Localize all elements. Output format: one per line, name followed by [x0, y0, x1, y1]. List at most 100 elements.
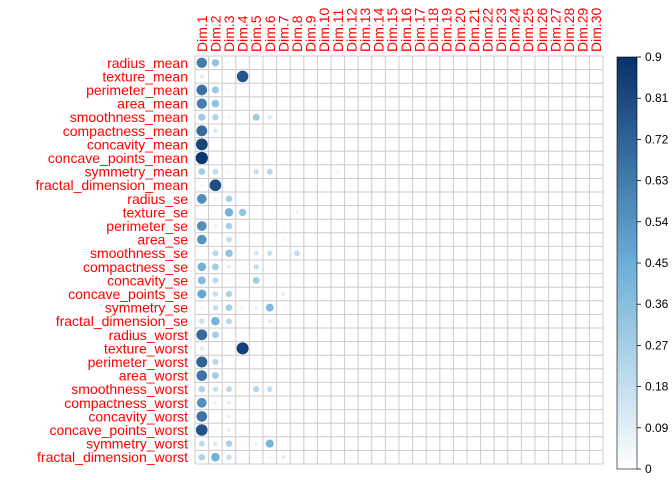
column-label: Dim.22: [479, 7, 495, 52]
correlation-circle: [241, 374, 244, 377]
correlation-circle: [201, 211, 203, 214]
colorbar-tick-label: 0.81: [645, 91, 669, 105]
correlation-circle: [282, 252, 285, 255]
correlation-circle: [212, 168, 219, 175]
correlation-circle: [198, 113, 206, 121]
correlation-circle: [268, 265, 271, 268]
correlation-circle: [269, 225, 271, 227]
correlation-circle: [269, 62, 271, 64]
correlation-circle: [241, 320, 244, 322]
correlation-circle: [213, 441, 218, 446]
correlation-circle: [213, 400, 218, 405]
colorbar-tick-label: 0.36: [645, 297, 669, 311]
correlation-circle: [226, 454, 232, 460]
correlation-circle: [196, 57, 207, 68]
column-label: Dim.13: [357, 7, 373, 52]
correlation-circle: [212, 114, 219, 121]
colorbar-tick-label: 0.9: [645, 50, 662, 64]
correlation-circle: [269, 198, 271, 200]
correlation-circle: [255, 238, 257, 241]
correlation-circle: [269, 143, 271, 146]
correlation-circle: [213, 128, 218, 134]
correlation-circle: [241, 238, 244, 241]
correlation-circle: [211, 99, 220, 108]
correlation-circle: [226, 236, 232, 243]
column-label: Dim.17: [411, 7, 427, 52]
correlation-circle: [269, 184, 271, 186]
correlation-circle: [255, 347, 258, 350]
correlation-circle: [267, 386, 273, 392]
correlation-circle: [199, 74, 204, 79]
correlation-circle: [224, 208, 234, 217]
correlation-circle: [255, 211, 258, 214]
correlation-circle: [255, 75, 258, 78]
correlation-circle: [200, 252, 203, 255]
colorbar-gradient: [616, 56, 638, 470]
correlation-circle: [211, 452, 220, 462]
correlation-circle: [254, 305, 259, 310]
correlation-circle: [200, 183, 204, 187]
row-label: smoothness_mean: [70, 109, 188, 125]
correlation-circle: [227, 414, 231, 419]
correlation-circle: [227, 428, 231, 432]
correlation-circle: [238, 208, 247, 217]
correlation-circle: [255, 456, 258, 459]
row-label: symmetry_se: [105, 300, 188, 316]
correlation-circle: [228, 374, 230, 377]
column-label: Dim.25: [520, 7, 536, 52]
correlation-circle: [267, 319, 272, 324]
correlation-circle: [295, 210, 299, 215]
row-label: compactness_mean: [63, 123, 188, 139]
correlation-circle: [241, 334, 244, 336]
correlation-circle: [268, 279, 271, 282]
correlation-circle: [255, 361, 257, 363]
correlation-circle: [241, 102, 244, 105]
correlation-circle: [281, 455, 286, 460]
row-labels: radius_meantexture_meanperimeter_meanare…: [35, 55, 188, 465]
correlation-circle: [198, 440, 205, 447]
correlation-circle: [197, 276, 206, 285]
correlation-circle: [227, 88, 231, 92]
column-label: Dim.29: [575, 7, 591, 52]
correlation-circle: [196, 397, 207, 408]
row-label: smoothness_worst: [71, 381, 188, 397]
correlation-circles: [195, 57, 340, 462]
column-label: Dim.26: [534, 7, 550, 52]
row-label: concave_points_worst: [49, 422, 188, 438]
correlation-circle: [269, 361, 271, 363]
correlation-circle: [252, 276, 260, 284]
correlation-circle: [255, 320, 258, 323]
correlation-circle: [253, 386, 260, 393]
correlation-circle: [252, 113, 260, 121]
correlation-circle: [225, 195, 233, 203]
correlation-circle: [198, 168, 206, 176]
correlation-circle: [241, 279, 244, 282]
correlation-circle: [255, 293, 258, 295]
correlation-circle: [225, 440, 233, 447]
correlation-circle: [227, 170, 231, 174]
correlation-circle: [196, 356, 208, 368]
correlation-circle: [196, 84, 208, 96]
correlation-circle: [236, 70, 249, 83]
row-label: concavity_worst: [88, 408, 188, 424]
row-label: compactness_se: [83, 259, 188, 275]
row-label: symmetry_worst: [86, 436, 188, 452]
correlation-circle: [255, 415, 257, 418]
correlation-circle: [266, 168, 273, 175]
correlation-circle: [214, 143, 217, 146]
correlation-circle: [241, 306, 245, 310]
correlation-circle: [228, 143, 230, 146]
correlation-circle: [199, 318, 205, 324]
row-label: perimeter_se: [106, 218, 188, 234]
column-label: Dim.18: [425, 7, 441, 52]
correlation-circle: [212, 304, 219, 311]
correlation-circle: [214, 75, 217, 78]
correlation-circle: [281, 238, 285, 242]
row-label: concavity_se: [107, 272, 188, 288]
correlation-circle: [241, 388, 244, 391]
colorbar-tick-label: 0.45: [645, 256, 669, 270]
correlation-circle: [241, 62, 244, 64]
correlation-circle: [336, 170, 340, 174]
column-labels: Dim.1Dim.2Dim.3Dim.4Dim.5Dim.6Dim.7Dim.8…: [194, 7, 604, 52]
column-label: Dim.10: [316, 7, 332, 52]
